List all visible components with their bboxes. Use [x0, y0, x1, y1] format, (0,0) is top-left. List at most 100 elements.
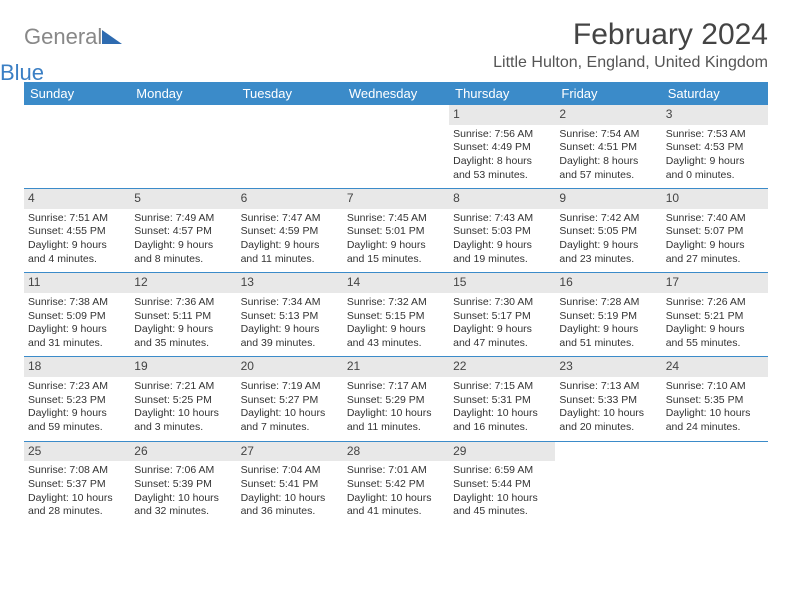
day-sunrise: Sunrise: 7:26 AM: [666, 296, 764, 310]
calendar-day-cell: 5Sunrise: 7:49 AMSunset: 4:57 PMDaylight…: [130, 189, 236, 273]
day-number: 20: [237, 357, 343, 377]
calendar-day-cell: 19 Sunrise: 7:21 AMSunset: 5:25 PMDayligh…: [130, 357, 236, 441]
day-daylight: Daylight: 9 hours and 23 minutes.: [559, 239, 657, 266]
day-daylight: Daylight: 8 hours and 53 minutes.: [453, 155, 551, 182]
calendar-day-cell: 9Sunrise: 7:42 AMSunset: 5:05 PMDaylight…: [555, 189, 661, 273]
calendar-day-cell: [555, 441, 661, 525]
day-sunset: Sunset: 4:49 PM: [453, 141, 551, 155]
day-sunrise: Sunrise: 7:21 AM: [134, 380, 232, 394]
day-number: 27: [237, 442, 343, 462]
day-daylight: Daylight: 10 hours and 20 minutes.: [559, 407, 657, 434]
calendar-day-cell: 29Sunrise: 6:59 AMSunset: 5:44 PMDayligh…: [449, 441, 555, 525]
day-sunrise: Sunrise: 7:30 AM: [453, 296, 551, 310]
day-sunrise: Sunrise: 7:17 AM: [347, 380, 445, 394]
day-sunset: Sunset: 5:01 PM: [347, 225, 445, 239]
day-number: 5: [130, 189, 236, 209]
brand-part2: Blue: [0, 60, 98, 86]
day-sunset: Sunset: 5:07 PM: [666, 225, 764, 239]
day-number: 6: [237, 189, 343, 209]
calendar-day-cell: 20Sunrise: 7:19 AMSunset: 5:27 PMDayligh…: [237, 357, 343, 441]
brand-part1: General: [24, 24, 102, 49]
calendar-week-row: 4Sunrise: 7:51 AMSunset: 4:55 PMDaylight…: [24, 189, 768, 273]
day-daylight: Daylight: 9 hours and 51 minutes.: [559, 323, 657, 350]
day-sunset: Sunset: 5:37 PM: [28, 478, 126, 492]
day-sunrise: Sunrise: 7:32 AM: [347, 296, 445, 310]
day-sunset: Sunset: 5:15 PM: [347, 310, 445, 324]
day-sunrise: Sunrise: 7:19 AM: [241, 380, 339, 394]
calendar-day-cell: 10Sunrise: 7:40 AMSunset: 5:07 PMDayligh…: [662, 189, 768, 273]
day-sunrise: Sunrise: 7:40 AM: [666, 212, 764, 226]
day-sunrise: Sunrise: 7:56 AM: [453, 128, 551, 142]
day-daylight: Daylight: 9 hours and 39 minutes.: [241, 323, 339, 350]
day-daylight: Daylight: 10 hours and 41 minutes.: [347, 492, 445, 519]
calendar-day-cell: 6Sunrise: 7:47 AMSunset: 4:59 PMDaylight…: [237, 189, 343, 273]
day-daylight: Daylight: 9 hours and 19 minutes.: [453, 239, 551, 266]
day-number: 14: [343, 273, 449, 293]
day-sunset: Sunset: 4:57 PM: [134, 225, 232, 239]
day-sunrise: Sunrise: 7:43 AM: [453, 212, 551, 226]
calendar-day-cell: 24Sunrise: 7:10 AMSunset: 5:35 PMDayligh…: [662, 357, 768, 441]
calendar-day-cell: [130, 105, 236, 189]
day-sunset: Sunset: 5:29 PM: [347, 394, 445, 408]
day-daylight: Daylight: 10 hours and 3 minutes.: [134, 407, 232, 434]
day-sunset: Sunset: 5:17 PM: [453, 310, 551, 324]
day-sunrise: Sunrise: 7:23 AM: [28, 380, 126, 394]
day-number: 23: [555, 357, 661, 377]
day-daylight: Daylight: 9 hours and 0 minutes.: [666, 155, 764, 182]
day-sunset: Sunset: 5:21 PM: [666, 310, 764, 324]
calendar-day-cell: 28Sunrise: 7:01 AMSunset: 5:42 PMDayligh…: [343, 441, 449, 525]
day-sunrise: Sunrise: 6:59 AM: [453, 464, 551, 478]
calendar-day-cell: 7Sunrise: 7:45 AMSunset: 5:01 PMDaylight…: [343, 189, 449, 273]
day-sunset: Sunset: 5:33 PM: [559, 394, 657, 408]
day-sunrise: Sunrise: 7:08 AM: [28, 464, 126, 478]
calendar-week-row: 25Sunrise: 7:08 AMSunset: 5:37 PMDayligh…: [24, 441, 768, 525]
day-daylight: Daylight: 10 hours and 45 minutes.: [453, 492, 551, 519]
day-sunrise: Sunrise: 7:45 AM: [347, 212, 445, 226]
day-sunset: Sunset: 4:51 PM: [559, 141, 657, 155]
calendar-week-row: 18Sunrise: 7:23 AMSunset: 5:23 PMDayligh…: [24, 357, 768, 441]
day-number: 17: [662, 273, 768, 293]
calendar-day-cell: 8Sunrise: 7:43 AMSunset: 5:03 PMDaylight…: [449, 189, 555, 273]
day-daylight: Daylight: 10 hours and 11 minutes.: [347, 407, 445, 434]
location-label: Little Hulton, England, United Kingdom: [493, 54, 768, 72]
day-daylight: Daylight: 9 hours and 4 minutes.: [28, 239, 126, 266]
day-number: 28: [343, 442, 449, 462]
day-daylight: Daylight: 9 hours and 55 minutes.: [666, 323, 764, 350]
day-sunrise: Sunrise: 7:06 AM: [134, 464, 232, 478]
day-number: 3: [662, 105, 768, 125]
weekday-header: Monday: [130, 82, 236, 105]
day-number: 1: [449, 105, 555, 125]
weekday-header: Tuesday: [237, 82, 343, 105]
month-title: February 2024: [493, 18, 768, 52]
day-sunset: Sunset: 5:13 PM: [241, 310, 339, 324]
calendar-day-cell: 3Sunrise: 7:53 AMSunset: 4:53 PMDaylight…: [662, 105, 768, 189]
day-sunset: Sunset: 5:39 PM: [134, 478, 232, 492]
day-sunset: Sunset: 5:25 PM: [134, 394, 232, 408]
day-number: 18: [24, 357, 130, 377]
day-number: 24: [662, 357, 768, 377]
calendar-day-cell: [343, 105, 449, 189]
calendar-day-cell: 17 Sunrise: 7:26 AMSunset: 5:21 PMDayligh…: [662, 273, 768, 357]
calendar-day-cell: 21Sunrise: 7:17 AMSunset: 5:29 PMDayligh…: [343, 357, 449, 441]
day-sunrise: Sunrise: 7:01 AM: [347, 464, 445, 478]
day-sunrise: Sunrise: 7:38 AM: [28, 296, 126, 310]
day-sunrise: Sunrise: 7:04 AM: [241, 464, 339, 478]
day-number: 19: [130, 357, 236, 377]
day-number: 13: [237, 273, 343, 293]
title-block: February 2024 Little Hulton, England, Un…: [493, 18, 768, 72]
day-daylight: Daylight: 9 hours and 11 minutes.: [241, 239, 339, 266]
day-number: 9: [555, 189, 661, 209]
day-daylight: Daylight: 9 hours and 31 minutes.: [28, 323, 126, 350]
day-number: 4: [24, 189, 130, 209]
day-daylight: Daylight: 10 hours and 32 minutes.: [134, 492, 232, 519]
calendar-day-cell: [24, 105, 130, 189]
day-sunset: Sunset: 5:41 PM: [241, 478, 339, 492]
day-sunset: Sunset: 4:55 PM: [28, 225, 126, 239]
day-daylight: Daylight: 8 hours and 57 minutes.: [559, 155, 657, 182]
day-daylight: Daylight: 10 hours and 7 minutes.: [241, 407, 339, 434]
brand-logo: General Blue: [24, 24, 122, 76]
day-sunrise: Sunrise: 7:34 AM: [241, 296, 339, 310]
calendar-day-cell: 4Sunrise: 7:51 AMSunset: 4:55 PMDaylight…: [24, 189, 130, 273]
day-sunset: Sunset: 5:19 PM: [559, 310, 657, 324]
day-daylight: Daylight: 10 hours and 24 minutes.: [666, 407, 764, 434]
